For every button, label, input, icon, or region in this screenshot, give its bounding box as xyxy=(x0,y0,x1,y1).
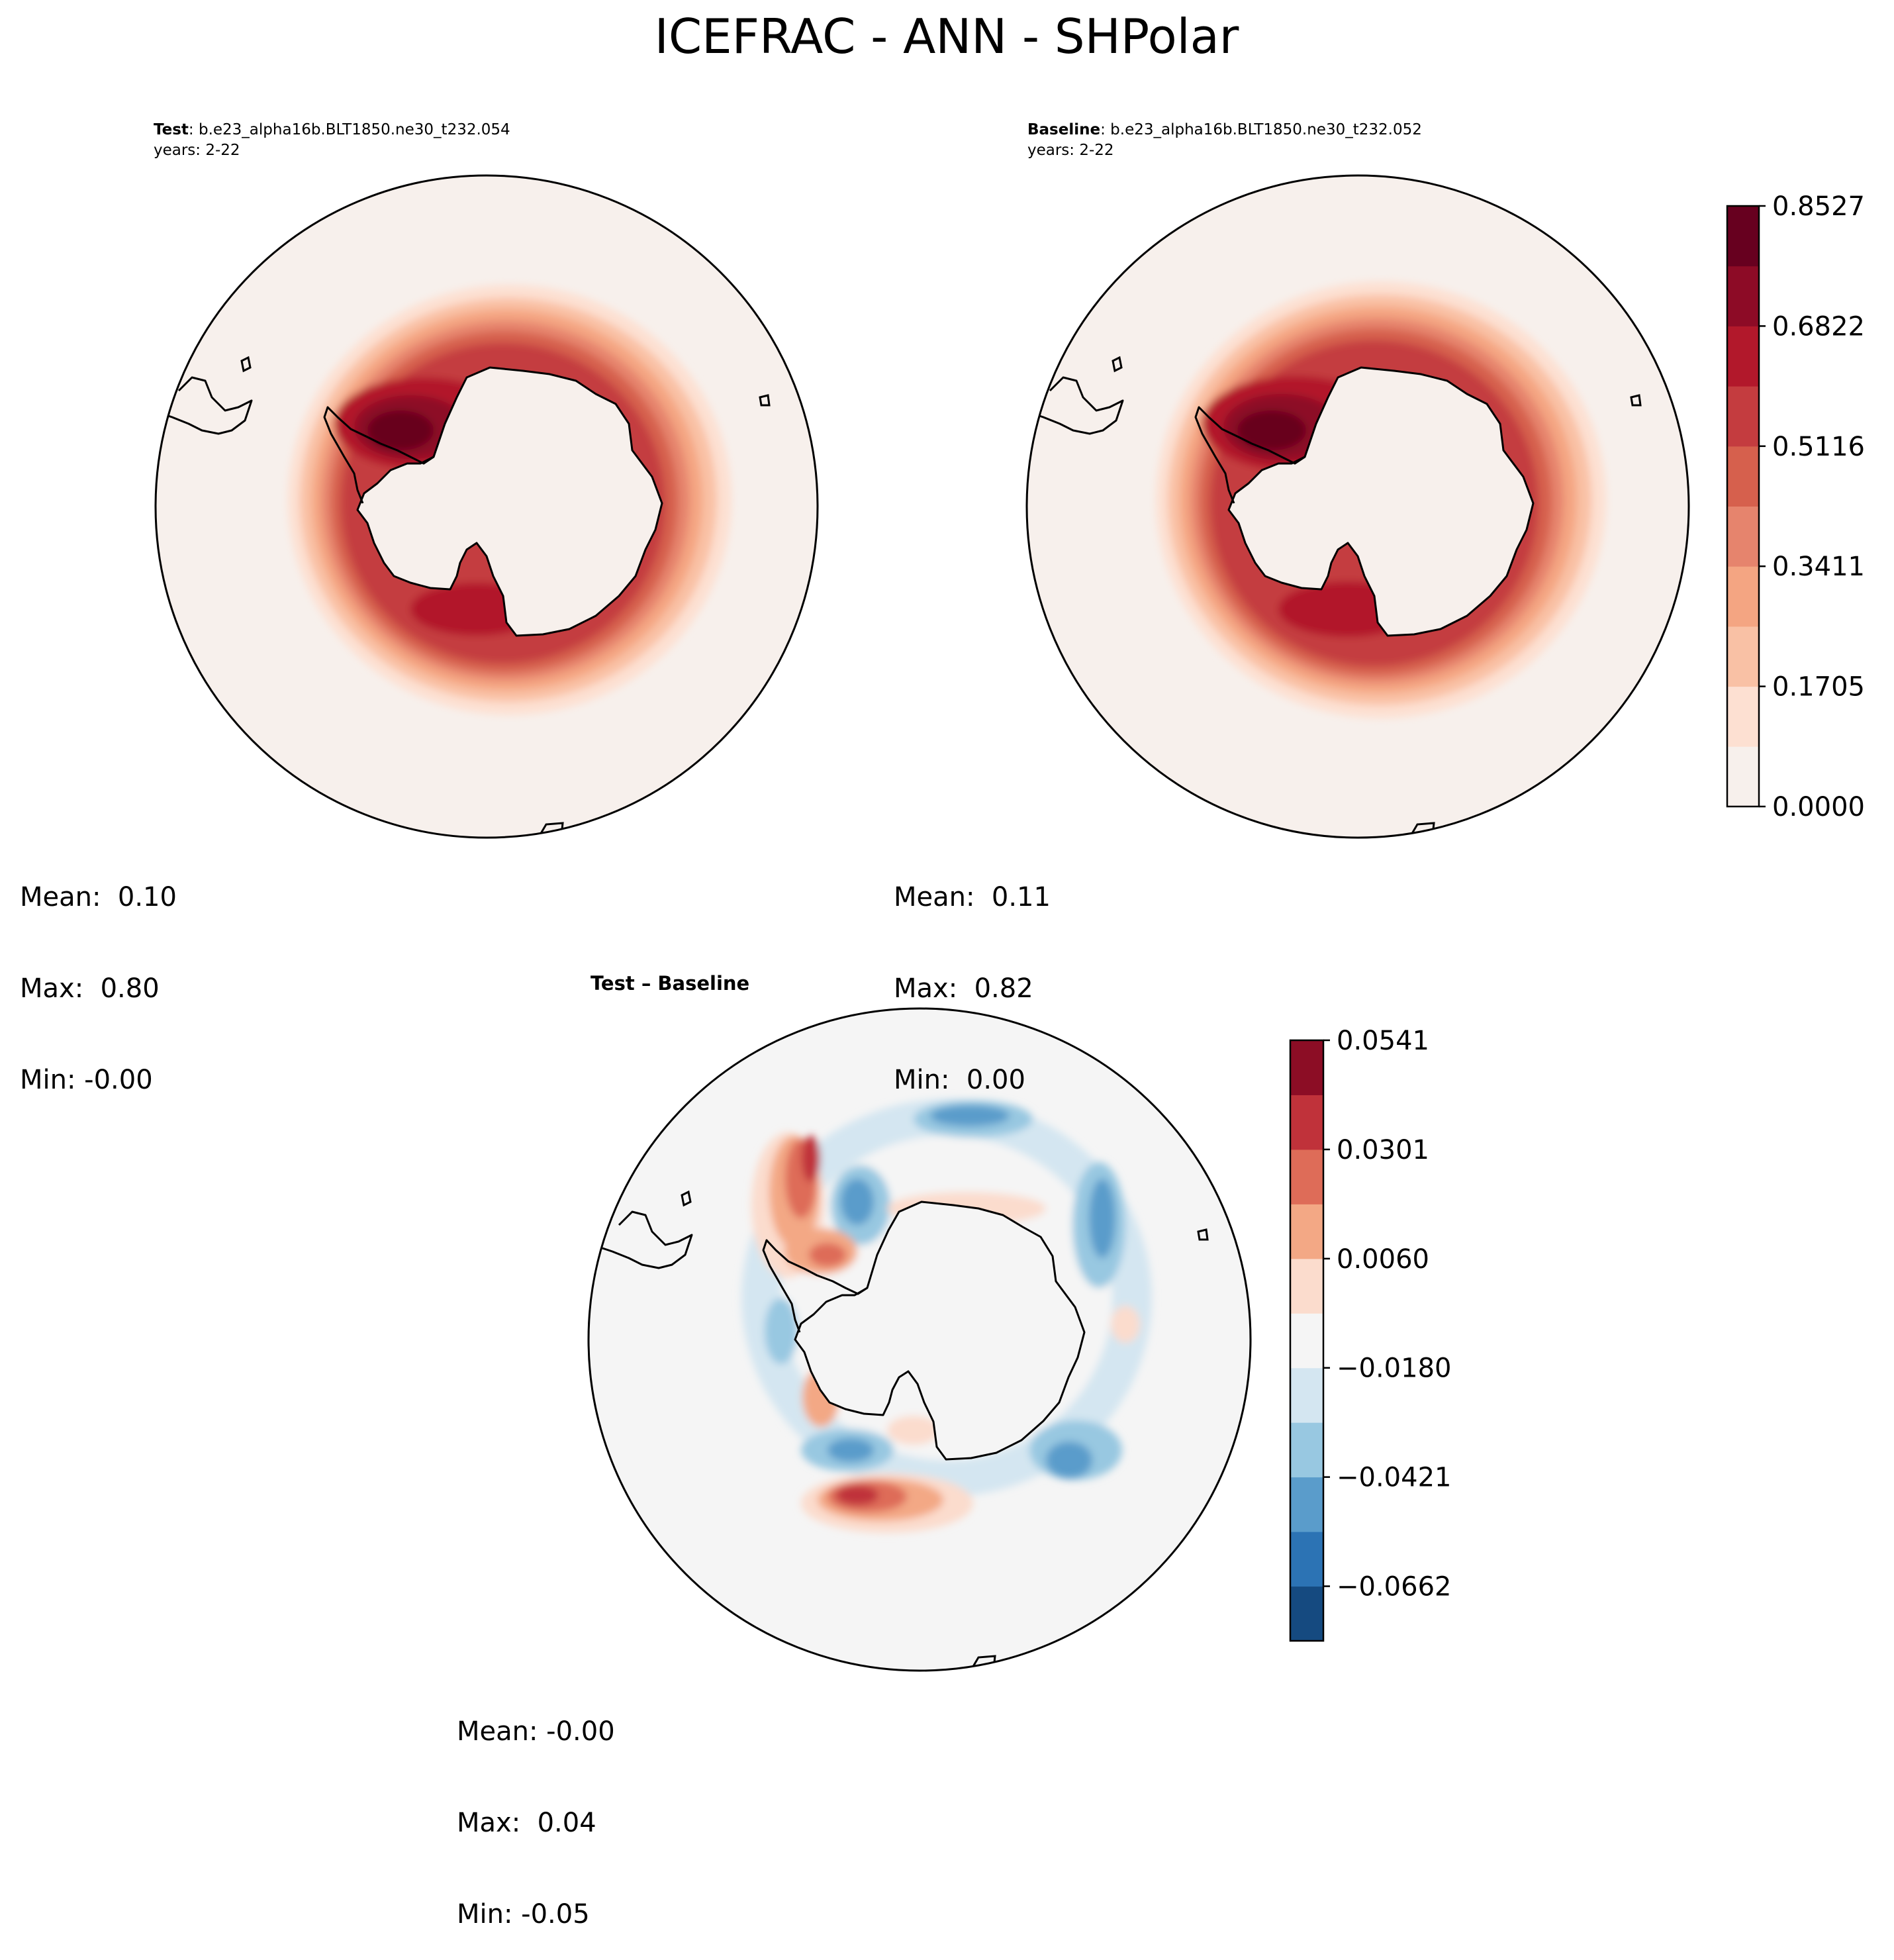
baseline-case: : b.e23_alpha16b.BLT1850.ne30_t232.052 xyxy=(1100,121,1422,138)
main-colorbar-segment xyxy=(1727,506,1759,567)
diff-min: Min: -0.05 xyxy=(457,1899,590,1930)
diff-colorbar-segment xyxy=(1290,1586,1323,1642)
main-colorbar-tick-label: 0.8527 xyxy=(1772,191,1865,222)
diff-colorbar-segment xyxy=(1290,1095,1323,1150)
test-panel: Test: b.e23_alpha16b.BLT1850.ne30_t232.0… xyxy=(154,121,819,839)
diff-colorbar-segment xyxy=(1290,1532,1323,1587)
test-max: Max: 0.80 xyxy=(20,973,160,1004)
test-mean: Mean: 0.10 xyxy=(20,882,177,912)
baseline-label: Baseline xyxy=(1027,121,1100,138)
diff-colorbar-tick-label: −0.0180 xyxy=(1337,1353,1451,1384)
test-label: Test xyxy=(154,121,189,138)
baseline-min: Min: 0.00 xyxy=(894,1065,1025,1095)
test-map xyxy=(156,175,818,838)
baseline-stats: Mean: 0.11 Max: 0.82 Min: 0.00 xyxy=(894,821,1051,1126)
diff-colorbar-segment xyxy=(1290,1367,1323,1423)
baseline-panel: Baseline: b.e23_alpha16b.BLT1850.ne30_t2… xyxy=(1025,121,1690,839)
diff-colorbar-tick-label: 0.0541 xyxy=(1337,1026,1429,1056)
svg-text:Baseline: b.e23_alpha16b.BLT18: Baseline: b.e23_alpha16b.BLT1850.ne30_t2… xyxy=(1027,121,1422,138)
diff-colorbar-segment xyxy=(1290,1422,1323,1478)
diff-colorbar-tick-label: −0.0421 xyxy=(1337,1463,1451,1493)
diff-label: Test – Baseline xyxy=(591,972,749,995)
diff-stats: Mean: -0.00 Max: 0.04 Min: -0.05 xyxy=(457,1655,615,1960)
diff-colorbar-segment xyxy=(1290,1258,1323,1314)
baseline-max: Max: 0.82 xyxy=(894,973,1033,1004)
main-colorbar-segment xyxy=(1727,566,1759,627)
diff-colorbar-segment xyxy=(1290,1149,1323,1204)
svg-text:Test: b.e23_alpha16b.BLT1850.n: Test: b.e23_alpha16b.BLT1850.ne30_t232.0… xyxy=(154,121,510,138)
diff-colorbar-segment xyxy=(1290,1204,1323,1259)
main-colorbar-segment xyxy=(1727,446,1759,507)
diff-colorbar-segment xyxy=(1290,1477,1323,1532)
diff-mean: Mean: -0.00 xyxy=(457,1716,615,1747)
figure-canvas: ICEFRAC - ANN - SHPolar Test: b.e23_alph… xyxy=(154,9,1865,1672)
test-stats: Mean: 0.10 Max: 0.80 Min: -0.00 xyxy=(20,821,177,1126)
main-colorbar-tick-label: 0.6822 xyxy=(1772,311,1865,342)
main-colorbar-segment xyxy=(1727,266,1759,326)
diff-panel: Test – Baseline xyxy=(587,972,1252,1672)
main-colorbar-segment xyxy=(1727,326,1759,387)
diff-colorbar-tick-label: −0.0662 xyxy=(1337,1572,1451,1602)
main-colorbar-segment xyxy=(1727,626,1759,687)
baseline-years: years: 2-22 xyxy=(1027,142,1114,159)
main-colorbar-segment xyxy=(1727,206,1759,267)
diff-colorbar-tick-label: 0.0060 xyxy=(1337,1244,1429,1275)
diff-colorbar: −0.0662 −0.0421 −0.0180 0.0060 0.0301 0.0541 xyxy=(1289,1026,1451,1642)
diff-colorbar-segment xyxy=(1290,1313,1323,1369)
baseline-map xyxy=(1027,175,1689,838)
main-colorbar-frame xyxy=(1726,205,1760,808)
main-colorbar-segment xyxy=(1727,386,1759,447)
test-min: Min: -0.00 xyxy=(20,1065,153,1095)
main-colorbar-tick-label: 0.1705 xyxy=(1772,672,1865,703)
diff-map xyxy=(589,1008,1251,1671)
baseline-mean: Mean: 0.11 xyxy=(894,882,1051,912)
diff-colorbar-frame xyxy=(1289,1039,1325,1642)
main-colorbar-tick-label: 0.0000 xyxy=(1772,792,1865,822)
diff-colorbar-segment xyxy=(1290,1040,1323,1095)
main-colorbar-segment xyxy=(1727,746,1759,807)
test-years: years: 2-22 xyxy=(154,142,240,159)
main-colorbar-tick-label: 0.5116 xyxy=(1772,432,1865,462)
test-case: : b.e23_alpha16b.BLT1850.ne30_t232.054 xyxy=(189,121,510,138)
main-colorbar-tick-label: 0.3411 xyxy=(1772,552,1865,582)
main-colorbar-segment xyxy=(1727,686,1759,747)
diff-max: Max: 0.04 xyxy=(457,1808,596,1838)
figure-title: ICEFRAC - ANN - SHPolar xyxy=(655,9,1239,64)
main-colorbar: 0.0000 0.1705 0.3411 0.5116 0.6822 0.8527 xyxy=(1726,191,1865,822)
diff-colorbar-tick-label: 0.0301 xyxy=(1337,1135,1429,1165)
